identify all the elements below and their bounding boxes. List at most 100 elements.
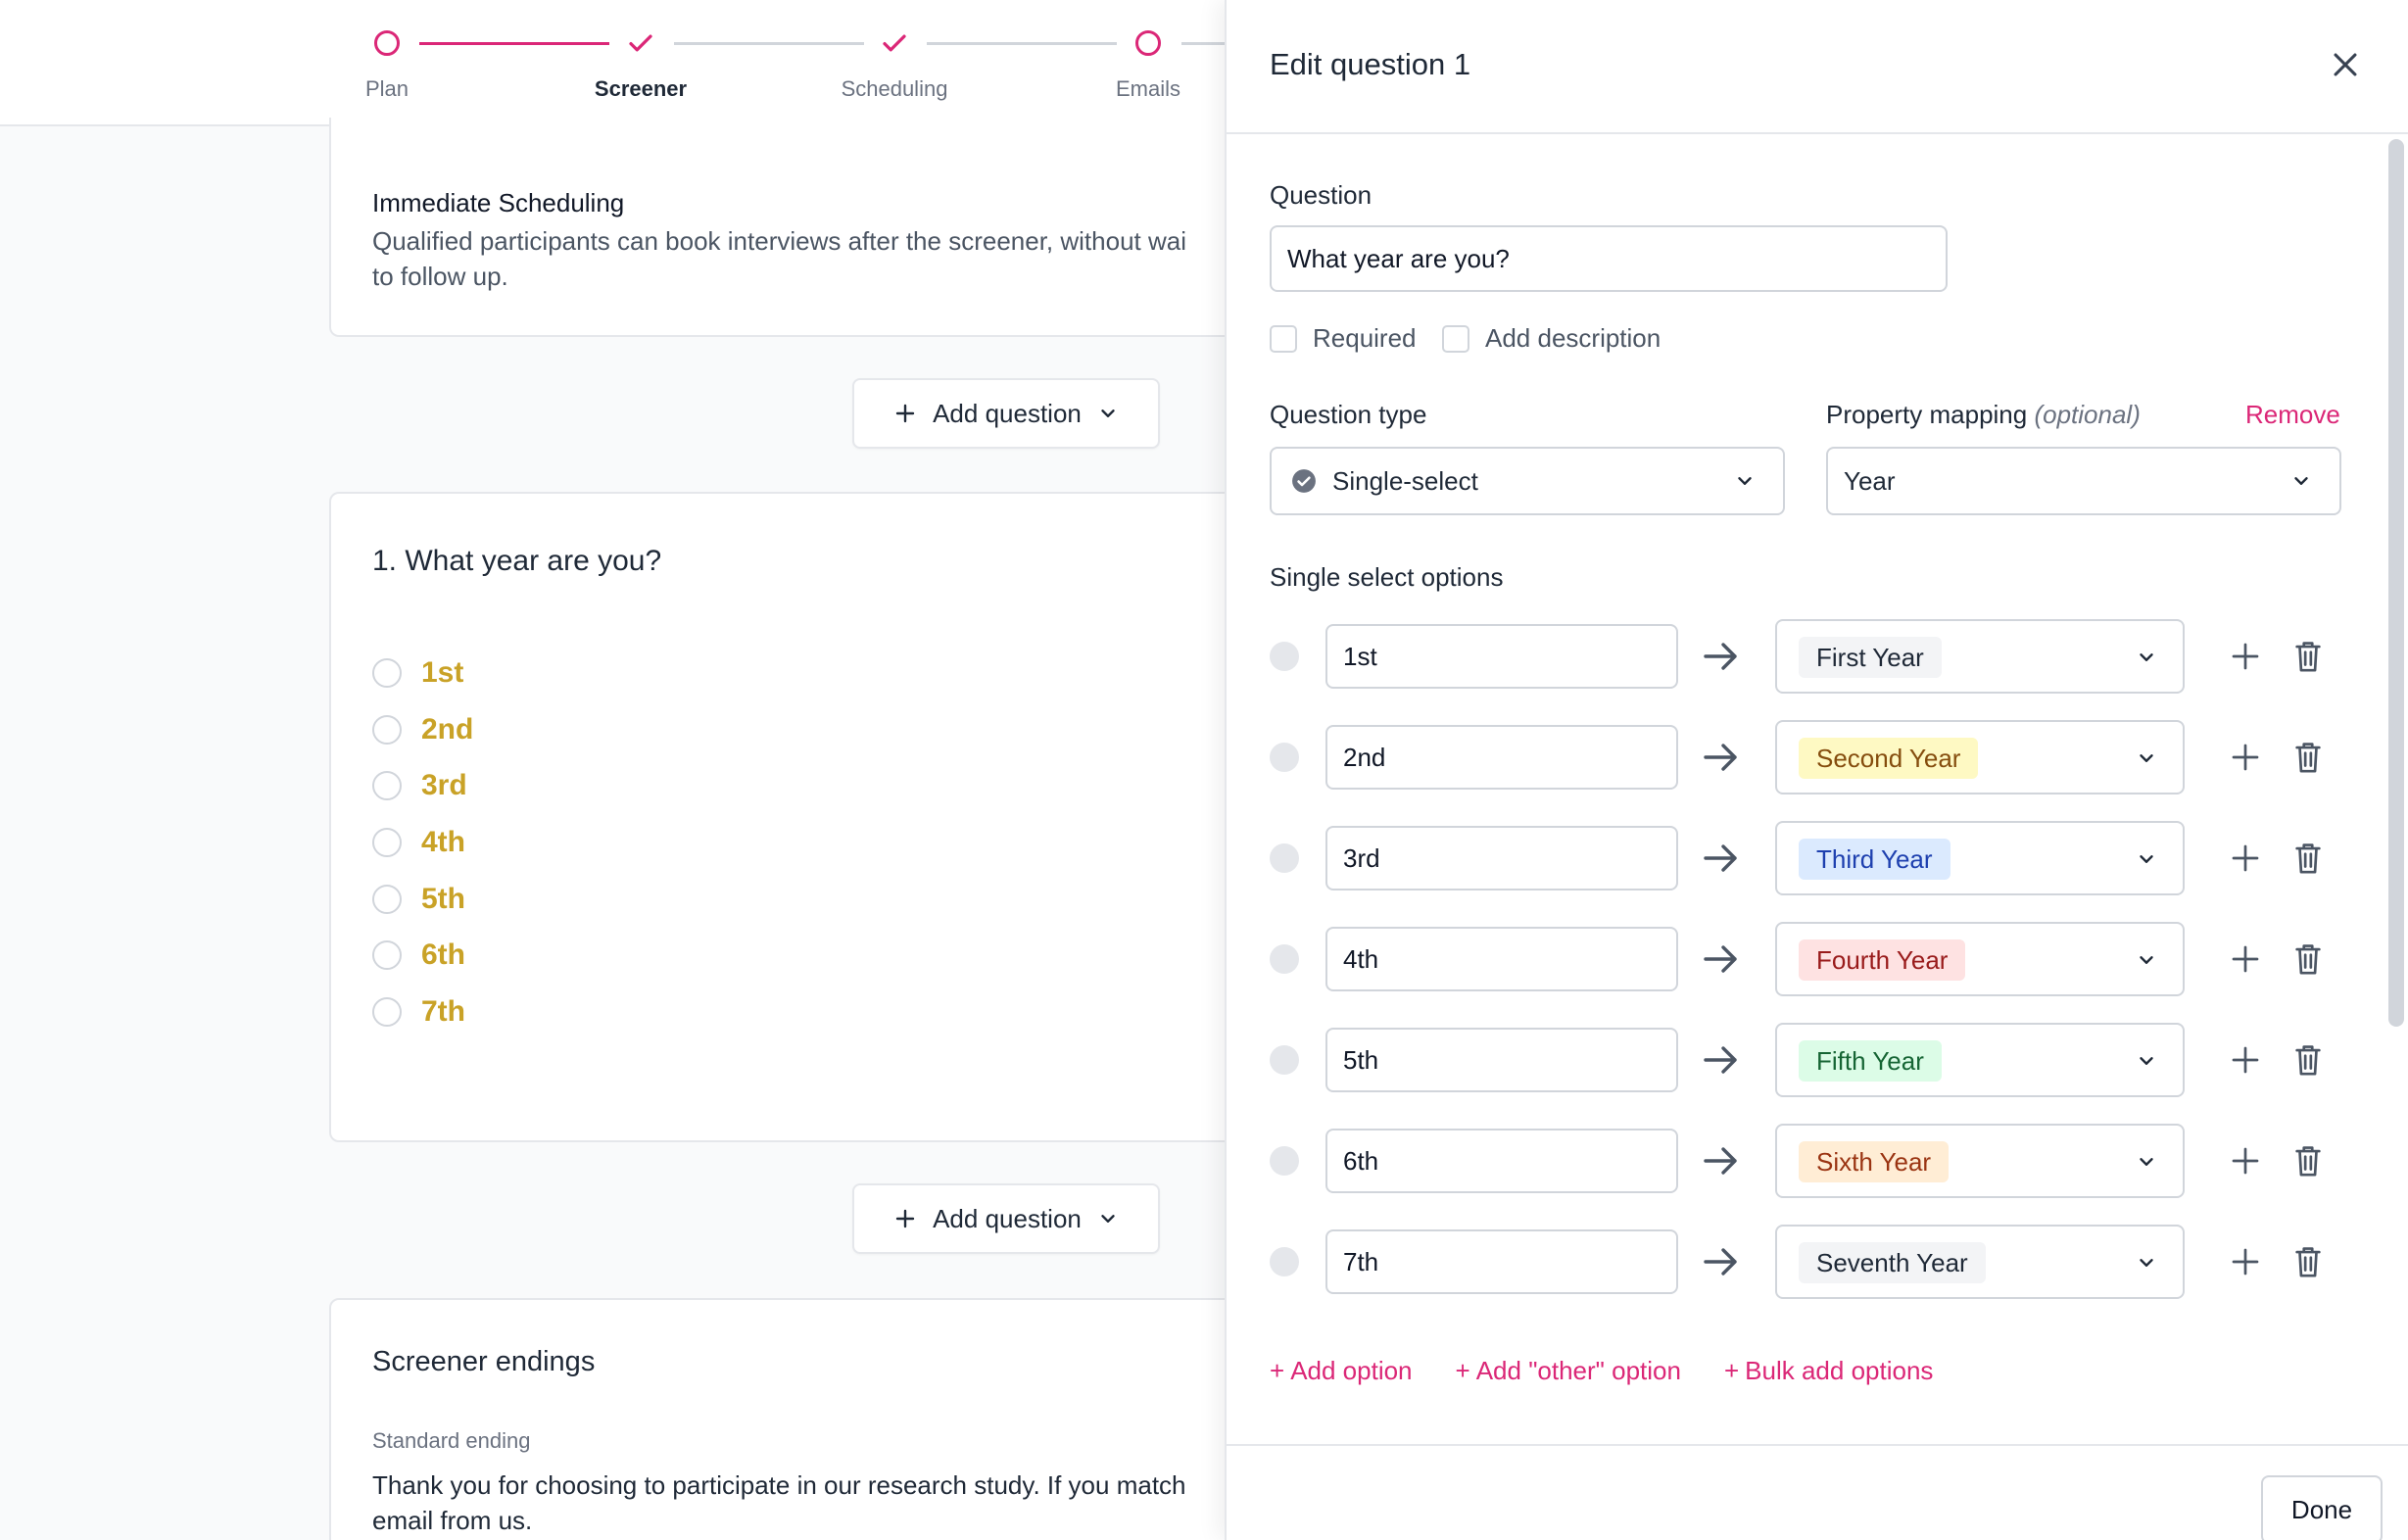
endings-title: Screener endings [372,1346,596,1377]
done-button[interactable]: Done [2261,1475,2383,1540]
plus-icon[interactable] [2228,1143,2263,1179]
option-drag-handle[interactable] [1270,1146,1299,1176]
question-type-select[interactable]: Single-select [1270,447,1785,515]
question-preview-option[interactable]: 4th [372,826,465,859]
question-preview-option[interactable]: 2nd [372,713,473,746]
step-screener[interactable]: Screener [557,27,724,102]
radio-button[interactable] [372,997,402,1027]
option-input[interactable]: 6th [1325,1129,1678,1193]
radio-button[interactable] [372,940,402,970]
option-input[interactable]: 3rd [1325,826,1678,890]
question-preview-option[interactable]: 5th [372,883,465,916]
chevron-down-icon [1101,409,1115,417]
arrow-right-icon [1704,1046,1737,1074]
property-value-chip: Second Year [1799,738,1979,779]
plus-icon[interactable] [2228,1244,2263,1279]
trash-icon[interactable] [2291,1142,2325,1179]
step-circle-icon [374,30,400,56]
option-input[interactable]: 7th [1325,1229,1678,1294]
property-mapping-value: Year [1844,465,1896,496]
option-drag-handle[interactable] [1270,1247,1299,1276]
chevron-down-icon [2294,477,2308,485]
property-value-select[interactable]: Second Year [1775,720,2185,794]
question-input[interactable]: What year are you? [1270,225,1948,292]
step-scheduling[interactable]: Scheduling [811,27,978,102]
property-value-select[interactable]: Fifth Year [1775,1023,2185,1097]
radio-button[interactable] [372,885,402,914]
property-value-select[interactable]: First Year [1775,619,2185,694]
step-plan[interactable]: Plan [304,27,470,102]
edit-question-drawer: Edit question 1 Question What year are y… [1225,0,2408,1540]
required-label: Required [1313,323,1417,353]
option-drag-handle[interactable] [1270,1045,1299,1075]
question-preview-option[interactable]: 3rd [372,769,467,802]
option-input[interactable]: 1st [1325,624,1678,689]
property-value-select[interactable]: Sixth Year [1775,1124,2185,1198]
radio-button[interactable] [372,715,402,745]
add-question-button[interactable]: Add question [852,378,1160,449]
plus-icon[interactable] [2228,941,2263,977]
option-label: 1st [421,656,464,689]
option-drag-handle[interactable] [1270,843,1299,873]
trash-icon[interactable] [2291,739,2325,776]
trash-icon[interactable] [2291,1041,2325,1079]
drawer-header: Edit question 1 [1227,0,2408,134]
chevron-down-icon [2140,956,2153,964]
option-input[interactable]: 5th [1325,1028,1678,1092]
drawer-scrollbar[interactable] [2388,139,2404,1027]
option-drag-handle[interactable] [1270,743,1299,772]
trash-icon[interactable] [2291,1243,2325,1280]
property-value-select[interactable]: Third Year [1775,821,2185,895]
option-input[interactable]: 2nd [1325,725,1678,790]
drawer-title: Edit question 1 [1270,47,1471,81]
check-circle-icon [1292,469,1316,493]
step-emails[interactable]: Emails [1065,27,1231,102]
chevron-down-icon [2140,1158,2153,1166]
trash-icon[interactable] [2291,840,2325,877]
question-preview-option[interactable]: 7th [372,995,465,1029]
trash-icon[interactable] [2291,940,2325,978]
bulk-add-options-link[interactable]: + Bulk add options [1723,1356,1934,1385]
option-drag-handle[interactable] [1270,944,1299,974]
endings-body-line: Thank you for choosing to participate in… [372,1470,1186,1500]
option-mapping-row: 5th Fifth Year [1270,1023,2386,1097]
step-connector-done [419,42,609,45]
property-value-select[interactable]: Seventh Year [1775,1225,2185,1299]
radio-button[interactable] [372,828,402,857]
add-question-button[interactable]: Add question [852,1183,1160,1254]
remove-mapping-link[interactable]: Remove [2245,400,2340,429]
add-question-label: Add question [933,1203,1082,1233]
plus-icon[interactable] [2228,639,2263,674]
property-value-select[interactable]: Fourth Year [1775,922,2185,996]
question-preview-option[interactable]: 6th [372,938,465,972]
add-description-checkbox[interactable] [1442,324,1469,353]
option-input[interactable]: 4th [1325,927,1678,991]
optional-hint: (optional) [2034,400,2141,429]
plus-icon[interactable] [2228,1042,2263,1078]
question-preview-title: 1. What year are you? [372,545,662,577]
radio-button[interactable] [372,771,402,800]
radio-button[interactable] [372,658,402,688]
option-mapping-row: 6th Sixth Year [1270,1124,2386,1198]
question-preview-option[interactable]: 1st [372,656,463,690]
option-mapping-row: 2nd Second Year [1270,720,2386,794]
close-button[interactable] [2326,45,2365,84]
add-other-option-link[interactable]: + Add "other" option [1455,1356,1681,1385]
option-label: 2nd [421,713,474,746]
add-other-option-label: Add "other" option [1475,1356,1681,1385]
option-drag-handle[interactable] [1270,642,1299,671]
screener-endings-card [329,1298,1250,1540]
add-option-link[interactable]: + Add option [1270,1356,1413,1385]
option-mapping-row: 4th Fourth Year [1270,922,2386,996]
question-card[interactable] [329,492,1250,1142]
plus-icon[interactable] [2228,740,2263,775]
plus-icon[interactable] [2228,841,2263,876]
trash-icon[interactable] [2291,638,2325,675]
property-mapping-select[interactable]: Year [1826,447,2341,515]
add-description-checkbox-row[interactable]: Add description [1442,323,1661,354]
required-checkbox-row[interactable]: Required [1270,323,1417,354]
option-mapping-row: 1st First Year [1270,619,2386,694]
step-connector [927,42,1117,45]
check-icon [629,34,652,52]
required-checkbox[interactable] [1270,324,1297,353]
